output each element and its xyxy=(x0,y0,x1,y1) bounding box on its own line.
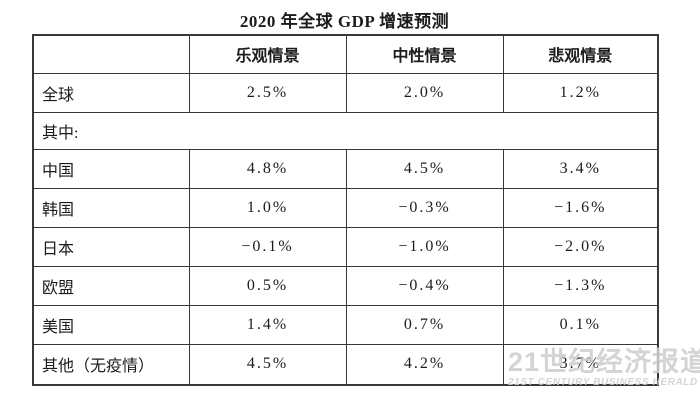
table-row-among-which: 其中: xyxy=(32,111,659,150)
table-row-eu: 欧盟 0.5% −0.4% −1.3% xyxy=(32,265,659,306)
row-label: 中国 xyxy=(32,148,190,189)
cell-value: 2.5% xyxy=(188,72,347,113)
row-label: 韩国 xyxy=(32,187,190,228)
cell-value: 4.5% xyxy=(345,148,504,189)
page-title: 2020 年全球 GDP 增速预测 xyxy=(239,12,450,31)
cell-value: −0.1% xyxy=(188,226,347,267)
table-row-china: 中国 4.8% 4.5% 3.4% xyxy=(32,148,659,189)
cell-value: 4.2% xyxy=(345,343,504,386)
table-row-korea: 韩国 1.0% −0.3% −1.6% xyxy=(32,187,659,228)
col-header-neutral: 中性情景 xyxy=(345,34,504,74)
cell-value: 1.4% xyxy=(188,304,347,345)
col-header-optimistic: 乐观情景 xyxy=(188,34,347,74)
cell-value: 2.0% xyxy=(345,72,504,113)
cell-value: −0.4% xyxy=(345,265,504,306)
row-label: 欧盟 xyxy=(32,265,190,306)
cell-value: −2.0% xyxy=(502,226,659,267)
row-label: 日本 xyxy=(32,226,190,267)
cell-value: 3.4% xyxy=(502,148,659,189)
cell-value: 4.5% xyxy=(188,343,347,386)
cell-value: 3.7% xyxy=(502,343,659,386)
row-label: 全球 xyxy=(32,72,190,113)
cell-value: 0.7% xyxy=(345,304,504,345)
row-label: 美国 xyxy=(32,304,190,345)
table-row-japan: 日本 −0.1% −1.0% −2.0% xyxy=(32,226,659,267)
cell-value: −1.6% xyxy=(502,187,659,228)
table-row-others-no-epidemic: 其他（无疫情） 4.5% 4.2% 3.7% xyxy=(32,343,659,386)
row-label: 其中: xyxy=(32,111,659,150)
cell-value: 1.0% xyxy=(188,187,347,228)
cell-value: −1.3% xyxy=(502,265,659,306)
gdp-forecast-table: 乐观情景 中性情景 悲观情景 全球 2.5% 2.0% 1.2% 其中: 中国 … xyxy=(32,34,659,386)
cell-value: 1.2% xyxy=(502,72,659,113)
cell-value: 4.8% xyxy=(188,148,347,189)
cell-value: −1.0% xyxy=(345,226,504,267)
cell-value: 0.1% xyxy=(502,304,659,345)
table-row-global: 全球 2.5% 2.0% 1.2% xyxy=(32,72,659,113)
row-label: 其他（无疫情） xyxy=(32,343,190,386)
cell-value: −0.3% xyxy=(345,187,504,228)
table-row-us: 美国 1.4% 0.7% 0.1% xyxy=(32,304,659,345)
table-header-row: 乐观情景 中性情景 悲观情景 xyxy=(32,34,659,74)
col-header-empty xyxy=(32,34,190,74)
cell-value: 0.5% xyxy=(188,265,347,306)
col-header-pessimistic: 悲观情景 xyxy=(502,34,659,74)
